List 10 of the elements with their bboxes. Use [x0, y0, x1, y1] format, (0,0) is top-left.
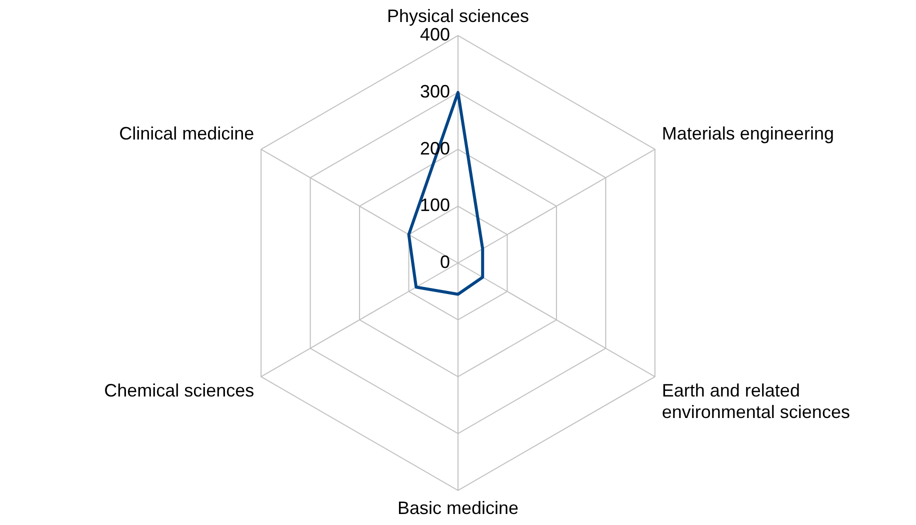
y-tick-label: 100	[420, 195, 450, 216]
spoke-label: Earth and related environmental sciences	[662, 380, 850, 422]
y-tick-label: 0	[440, 252, 450, 272]
spoke-label: Chemical sciences	[104, 380, 254, 400]
y-tick-label: 400	[420, 24, 450, 45]
y-tick-label: 300	[420, 81, 450, 102]
spoke-label: Materials engineering	[662, 123, 834, 144]
spoke-label: Physical sciences	[386, 6, 530, 26]
spoke-label: Clinical medicine	[119, 123, 254, 144]
spoke-label: Basic medicine	[397, 498, 519, 518]
